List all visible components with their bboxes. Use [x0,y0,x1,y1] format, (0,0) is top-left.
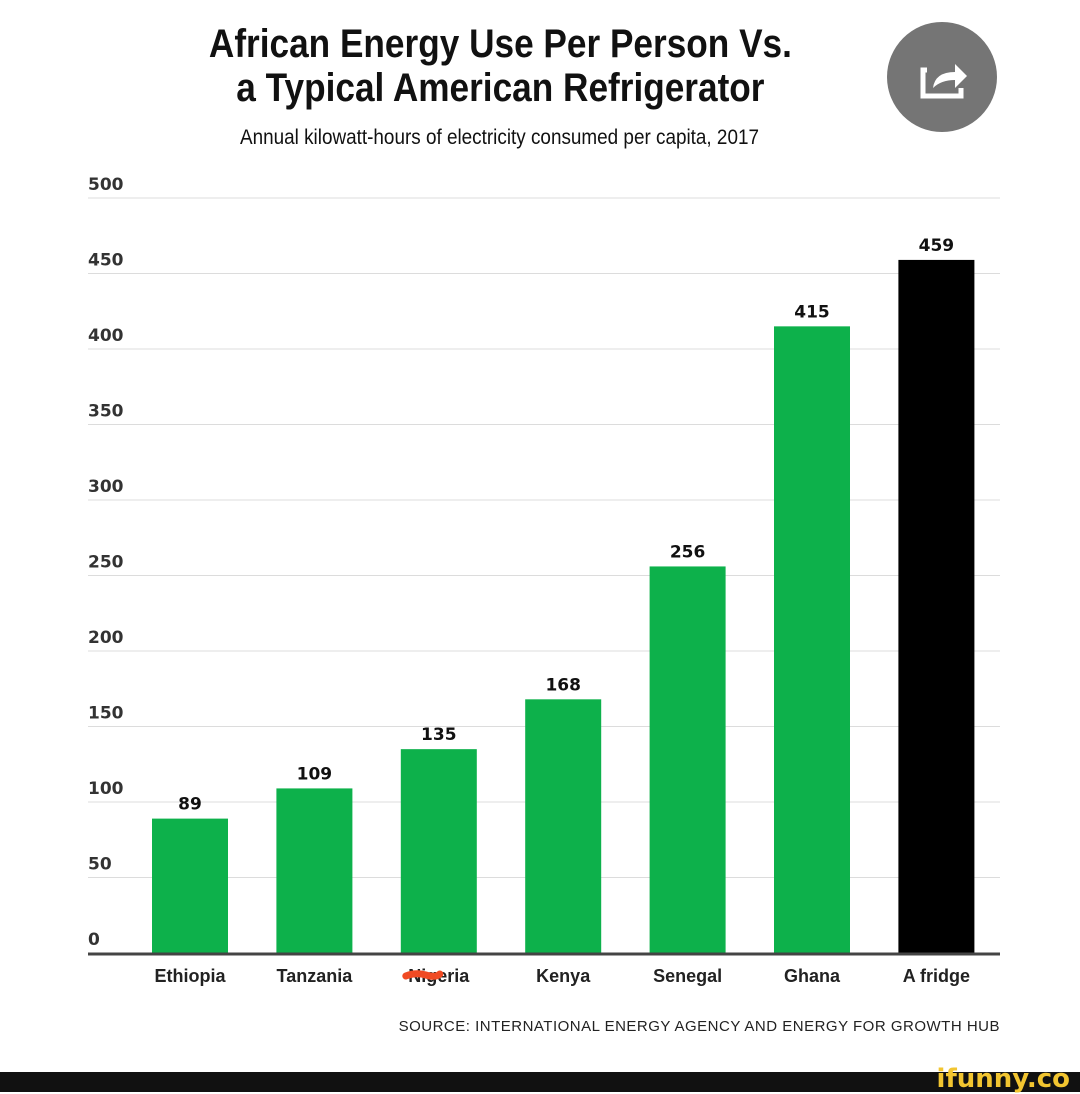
data-label: 89 [178,795,202,815]
y-tick-label: 200 [88,628,124,648]
bar-kenya [525,699,602,953]
data-label: 415 [794,302,830,322]
source-note: SOURCE: INTERNATIONAL ENERGY AGENCY AND … [398,1018,1000,1035]
x-tick-label: Ghana [784,966,841,986]
bar-a-fridge [898,259,975,953]
data-label: 109 [297,764,333,784]
bar-senegal [649,566,726,953]
x-tick-label: A fridge [903,966,970,986]
subtitle-text: Annual kilowatt-hours of electricity con… [240,126,759,149]
data-label: 256 [670,542,706,562]
ifunny-watermark: ifunny.co [936,1064,1070,1094]
y-tick-label: 300 [88,477,124,497]
y-tick-label: 150 [88,704,124,724]
x-tick-label: Ethiopia [155,966,227,986]
chart-title: African Energy Use Per Person Vs. a Typi… [65,22,1015,110]
bar-nigeria [400,749,477,953]
y-tick-label: 450 [88,251,124,271]
data-label: 168 [545,675,581,695]
red-scribble [402,970,444,980]
bar-tanzania [276,788,353,953]
y-tick-label: 350 [88,402,124,422]
data-label: 135 [421,725,457,745]
y-tick-label: 50 [88,855,112,875]
share-button[interactable] [887,22,997,132]
bar-ghana [774,326,850,954]
bar-ethiopia [152,818,228,953]
x-tick-label: Tanzania [277,966,354,986]
share-icon [920,64,967,99]
y-tick-label: 400 [88,326,124,346]
x-tick-label: Kenya [536,966,591,986]
title-line-1: African Energy Use Per Person Vs. [208,22,792,66]
chart-subtitle: Annual kilowatt-hours of electricity con… [54,126,1026,150]
y-tick-label: 500 [88,175,124,195]
y-tick-label: 0 [88,930,100,950]
y-tick-label: 100 [88,779,124,799]
footer-bar: ifunny.co [0,1064,1080,1094]
y-tick-label: 250 [88,553,124,573]
data-label: 459 [919,236,955,256]
x-tick-label: Senegal [653,966,722,986]
title-line-2: a Typical American Refrigerator [236,66,765,110]
